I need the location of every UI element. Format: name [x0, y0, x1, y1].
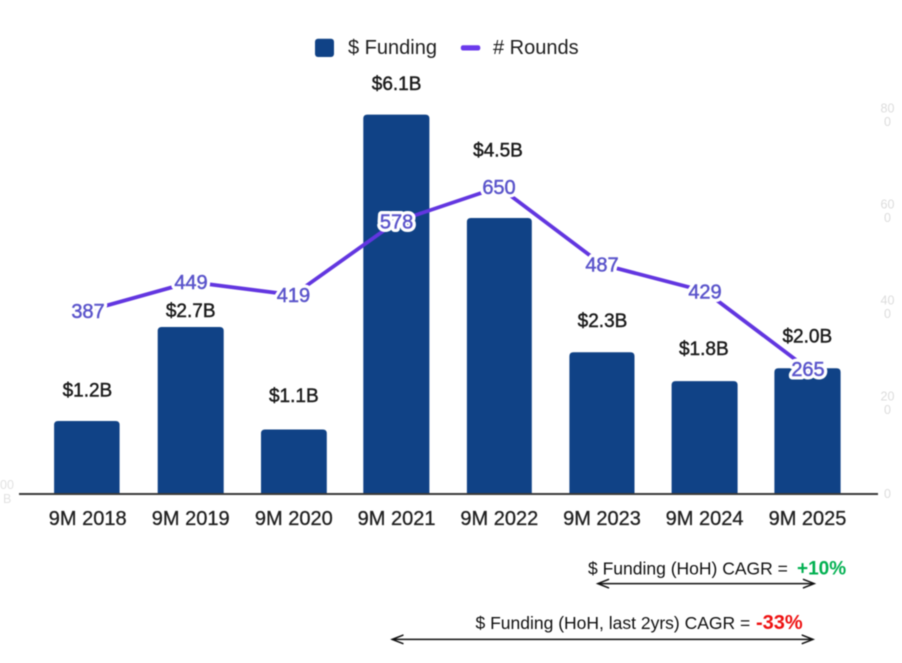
- svg-text:60: 60: [881, 198, 895, 212]
- svg-text:419: 419: [277, 285, 310, 307]
- svg-text:$1.1B: $1.1B: [269, 386, 319, 407]
- svg-text:0: 0: [884, 307, 891, 321]
- svg-text:429: 429: [688, 281, 721, 303]
- svg-text:265: 265: [791, 359, 824, 381]
- svg-text:9M 2024: 9M 2024: [666, 508, 744, 530]
- svg-text:449: 449: [174, 272, 207, 294]
- svg-text:487: 487: [585, 255, 618, 277]
- svg-text:$4.5B: $4.5B: [473, 141, 523, 162]
- svg-text:00: 00: [0, 478, 14, 492]
- svg-text:9M 2025: 9M 2025: [769, 508, 847, 530]
- svg-text:$ Funding (HoH) CAGR =: $ Funding (HoH) CAGR =: [588, 559, 788, 579]
- svg-text:578: 578: [380, 212, 413, 234]
- svg-text:80: 80: [881, 102, 895, 116]
- svg-text:$2.7B: $2.7B: [166, 301, 216, 322]
- svg-text:9M 2022: 9M 2022: [460, 508, 538, 530]
- svg-text:$ Funding: $ Funding: [348, 37, 437, 59]
- svg-text:$2.0B: $2.0B: [782, 327, 832, 348]
- svg-text:0: 0: [884, 487, 891, 501]
- svg-text:0: 0: [884, 115, 891, 129]
- svg-text:+10%: +10%: [797, 559, 846, 580]
- svg-text:$2.3B: $2.3B: [578, 311, 628, 332]
- svg-text:9M 2018: 9M 2018: [49, 508, 127, 530]
- svg-text:650: 650: [482, 177, 515, 199]
- svg-text:20: 20: [881, 390, 895, 404]
- svg-text:487: 487: [585, 255, 618, 277]
- svg-text:$ Funding (HoH, last 2yrs) CAG: $ Funding (HoH, last 2yrs) CAGR =: [476, 613, 751, 633]
- svg-text:$1.8B: $1.8B: [679, 339, 729, 360]
- svg-text:9M 2020: 9M 2020: [255, 508, 333, 530]
- svg-text:9M 2019: 9M 2019: [152, 508, 230, 530]
- svg-text:387: 387: [71, 301, 104, 323]
- svg-text:$2.3B: $2.3B: [578, 311, 628, 332]
- svg-text:$2.7B: $2.7B: [166, 301, 216, 322]
- svg-text:429: 429: [688, 281, 721, 303]
- svg-text:387: 387: [71, 301, 104, 323]
- svg-text:-33%: -33%: [756, 612, 803, 634]
- svg-text:0: 0: [884, 403, 891, 417]
- svg-text:0: 0: [884, 211, 891, 225]
- svg-text:40: 40: [881, 294, 895, 308]
- svg-text:449: 449: [174, 272, 207, 294]
- svg-text:$1.1B: $1.1B: [269, 386, 319, 407]
- svg-text:$1.2B: $1.2B: [63, 381, 113, 402]
- svg-text:# Rounds: # Rounds: [493, 37, 579, 59]
- svg-text:$6.1B: $6.1B: [372, 74, 422, 95]
- svg-text:419: 419: [277, 285, 310, 307]
- svg-text:$1.2B: $1.2B: [63, 381, 113, 402]
- svg-text:B: B: [3, 492, 11, 506]
- svg-text:265: 265: [791, 359, 824, 381]
- svg-text:$2.0B: $2.0B: [782, 327, 832, 348]
- svg-text:$1.8B: $1.8B: [679, 339, 729, 360]
- svg-text:578: 578: [380, 212, 413, 234]
- svg-text:$4.5B: $4.5B: [473, 141, 523, 162]
- svg-text:650: 650: [482, 177, 515, 199]
- svg-text:$6.1B: $6.1B: [372, 74, 422, 95]
- svg-text:9M 2023: 9M 2023: [563, 508, 641, 530]
- svg-text:9M 2021: 9M 2021: [358, 508, 436, 530]
